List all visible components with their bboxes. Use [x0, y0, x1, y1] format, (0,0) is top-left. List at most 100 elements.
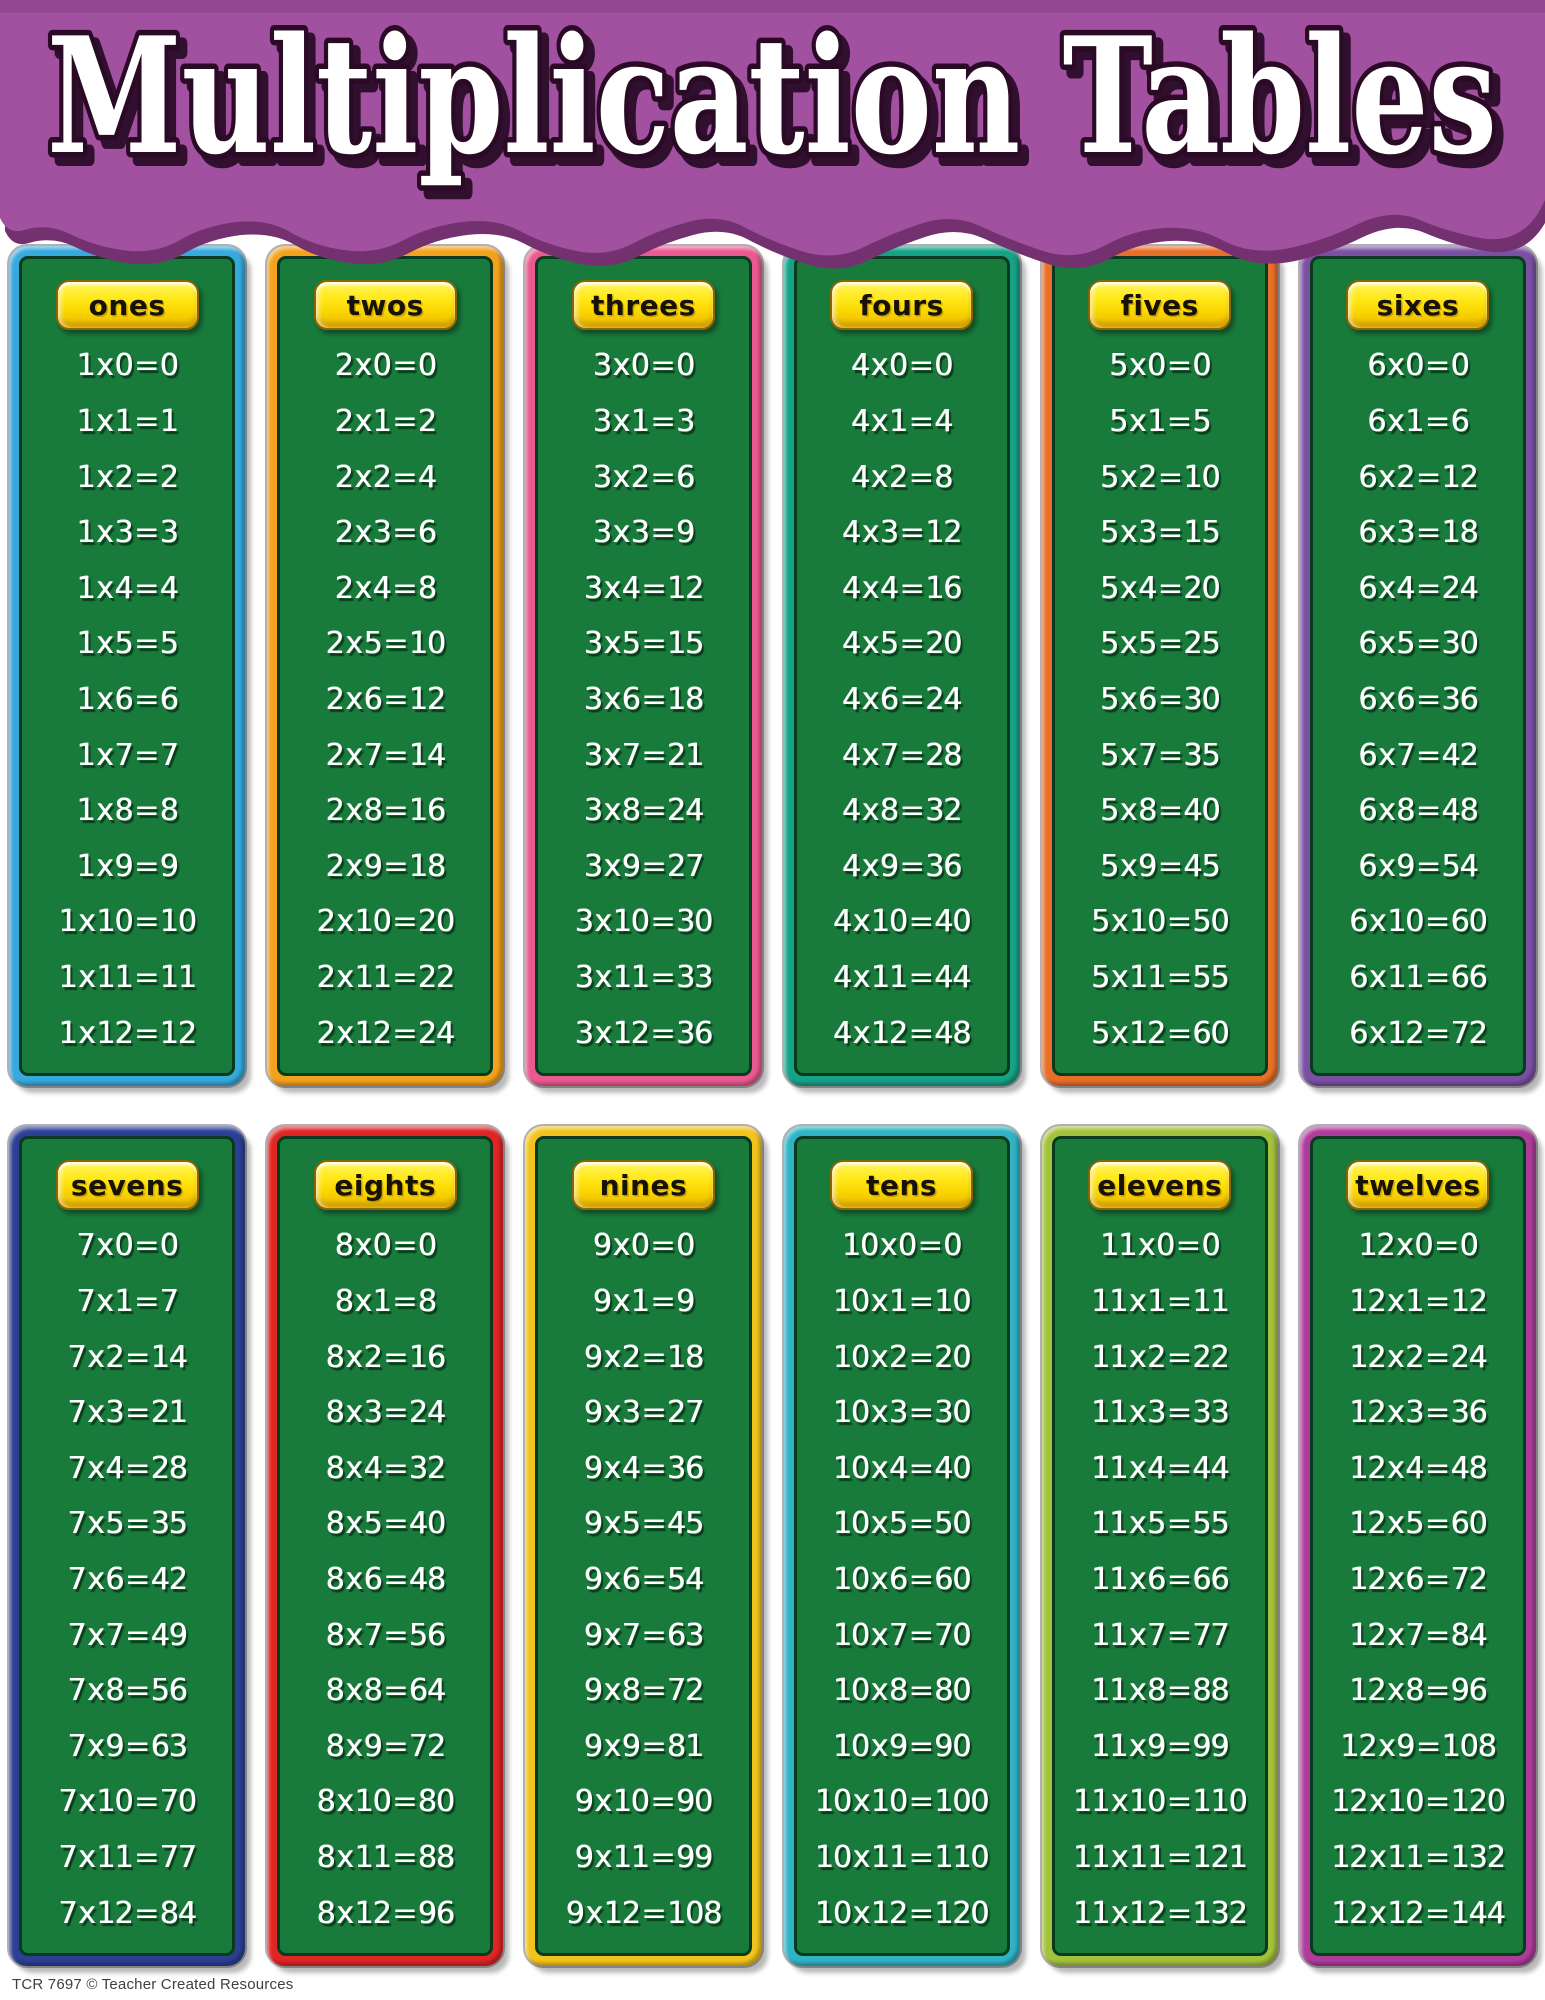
- equation: 8 x 8 = 64: [325, 1673, 446, 1709]
- equation: 3 x 8 = 24: [583, 793, 704, 829]
- equation: 11 x 5 = 55: [1091, 1506, 1229, 1542]
- equation: 5 x 3 = 15: [1100, 515, 1220, 551]
- equation: 4 x 4 = 16: [841, 570, 962, 606]
- equation: 6 x 1 = 6: [1367, 403, 1469, 439]
- equation: 3 x 0 = 0: [592, 348, 695, 384]
- equation: 9 x 2 = 18: [583, 1339, 704, 1375]
- equation: 3 x 3 = 9: [592, 515, 695, 551]
- equation: 11 x 6 = 66: [1091, 1561, 1229, 1597]
- equation-list: 2 x 0 = 0 2 x 1 = 2 2 x 2 = 4 2 x 3 = 6 2 x …: [280, 330, 490, 1073]
- equation: 11 x 1 = 11: [1091, 1283, 1229, 1319]
- equation-list: 10 x 0 = 0 10 x 1 = 10 10 x 2 = 20 10 x 3 =…: [797, 1210, 1007, 1953]
- equation: 7 x 12 = 84: [58, 1895, 196, 1931]
- equation: 12 x 9 = 108: [1340, 1728, 1497, 1764]
- table-label: fours: [859, 288, 944, 322]
- equation: 3 x 2 = 6: [592, 459, 695, 495]
- equation: 1 x 10 = 10: [58, 904, 196, 940]
- equation: 9 x 7 = 63: [583, 1617, 704, 1653]
- equation: 12 x 5 = 60: [1349, 1506, 1487, 1542]
- equation: 3 x 4 = 12: [583, 570, 704, 606]
- chalkboard: fives 5 x 0 = 0 5 x 1 = 5 5 x 2 = 10 5 x 3 …: [1051, 256, 1268, 1076]
- page-title-shadow: Multiplication Tables: [54, 10, 1504, 198]
- equation: 10 x 7 = 70: [832, 1617, 971, 1653]
- equation: 6 x 2 = 12: [1358, 459, 1478, 495]
- equation: 9 x 11 = 99: [574, 1840, 713, 1875]
- equation: 9 x 10 = 90: [574, 1784, 713, 1820]
- equation: 8 x 9 = 72: [325, 1728, 446, 1764]
- chalkboard: elevens 11 x 0 = 0 11 x 1 = 11 11 x 2 = 22…: [1051, 1136, 1268, 1956]
- equation: 10 x 12 = 120: [814, 1895, 990, 1931]
- chalkboard: sixes 6 x 0 = 0 6 x 1 = 6 6 x 2 = 12 6 x 3 …: [1309, 256, 1526, 1076]
- equation: 9 x 5 = 45: [583, 1506, 704, 1542]
- equation: 10 x 1 = 10: [832, 1283, 971, 1319]
- equation: 11 x 12 = 132: [1072, 1895, 1248, 1931]
- equation: 11 x 3 = 33: [1091, 1395, 1229, 1431]
- equation: 7 x 5 = 35: [67, 1506, 187, 1542]
- equation: 8 x 2 = 16: [325, 1339, 446, 1375]
- table-label-pill: ones: [55, 280, 199, 330]
- chalkboard: ones 1 x 0 = 0 1 x 1 = 1 1 x 2 = 2 1 x 3 = …: [19, 256, 236, 1076]
- page-title: Multiplication Tables: [47, 2, 1497, 190]
- equation: 8 x 1 = 8: [334, 1283, 437, 1319]
- table-card: eights 8 x 0 = 0 8 x 1 = 8 8 x 2 = 16 8 x 3…: [267, 1126, 504, 1966]
- equation: 6 x 3 = 18: [1358, 515, 1478, 551]
- equation: 3 x 12 = 36: [574, 1015, 713, 1051]
- equation: 2 x 2 = 4: [334, 459, 437, 495]
- equation-list: 8 x 0 = 0 8 x 1 = 8 8 x 2 = 16 8 x 3 = 24 8 …: [280, 1210, 490, 1953]
- equation: 3 x 9 = 27: [583, 848, 704, 884]
- table-label-pill: fours: [830, 280, 974, 330]
- chalkboard: sevens 7 x 0 = 0 7 x 1 = 7 7 x 2 = 14 7 x 3…: [19, 1136, 236, 1956]
- chalkboard: twelves 12 x 0 = 0 12 x 1 = 12 12 x 2 = 24…: [1309, 1136, 1526, 1956]
- table-card: fives 5 x 0 = 0 5 x 1 = 5 5 x 2 = 10 5 x 3 …: [1041, 246, 1278, 1086]
- equation: 1 x 2 = 2: [76, 459, 178, 495]
- equation: 1 x 1 = 1: [76, 403, 178, 439]
- equation: 10 x 11 = 110: [814, 1840, 990, 1875]
- equation: 10 x 5 = 50: [832, 1506, 971, 1542]
- table-label-pill: threes: [571, 280, 715, 330]
- equation: 12 x 11 = 132: [1331, 1840, 1506, 1875]
- equation: 8 x 6 = 48: [325, 1561, 446, 1597]
- equation: 8 x 5 = 40: [325, 1506, 446, 1542]
- equation: 2 x 8 = 16: [325, 793, 446, 829]
- chalkboard: tens 10 x 0 = 0 10 x 1 = 10 10 x 2 = 20 10 …: [793, 1136, 1010, 1956]
- equation: 7 x 7 = 49: [67, 1617, 187, 1653]
- equation-list: 11 x 0 = 0 11 x 1 = 11 11 x 2 = 22 11 x 3 =…: [1055, 1210, 1265, 1953]
- equation: 12 x 12 = 144: [1331, 1895, 1506, 1931]
- equation: 9 x 4 = 36: [583, 1450, 704, 1486]
- table-card: sevens 7 x 0 = 0 7 x 1 = 7 7 x 2 = 14 7 x 3…: [9, 1126, 246, 1966]
- footer-credit: TCR 7697 © Teacher Created Resources: [12, 1976, 294, 1993]
- table-card: twos 2 x 0 = 0 2 x 1 = 2 2 x 2 = 4 2 x 3 = …: [267, 246, 504, 1086]
- equation: 6 x 5 = 30: [1358, 626, 1478, 662]
- table-label: sevens: [70, 1168, 184, 1202]
- equation: 6 x 12 = 72: [1349, 1015, 1487, 1051]
- equation: 10 x 4 = 40: [832, 1450, 971, 1486]
- chalkboard: fours 4 x 0 = 0 4 x 1 = 4 4 x 2 = 8 4 x 3 =…: [793, 256, 1010, 1076]
- equation: 3 x 11 = 33: [574, 960, 713, 995]
- table-label: tens: [866, 1168, 938, 1202]
- equation: 6 x 6 = 36: [1358, 681, 1478, 717]
- equation: 1 x 9 = 9: [76, 848, 178, 884]
- equation: 8 x 11 = 88: [316, 1840, 455, 1875]
- table-label-pill: eights: [313, 1160, 457, 1210]
- equation: 2 x 3 = 6: [334, 515, 437, 551]
- equation: 5 x 7 = 35: [1100, 737, 1220, 773]
- table-label-pill: nines: [571, 1160, 715, 1210]
- equation: 11 x 11 = 121: [1072, 1840, 1248, 1875]
- equation: 3 x 7 = 21: [583, 737, 704, 773]
- equation: 12 x 2 = 24: [1349, 1339, 1487, 1375]
- equation: 11 x 10 = 110: [1072, 1784, 1248, 1820]
- equation: 2 x 10 = 20: [316, 904, 455, 940]
- table-label: fives: [1120, 288, 1199, 322]
- equation: 6 x 7 = 42: [1358, 737, 1478, 773]
- equation: 5 x 0 = 0: [1109, 348, 1211, 384]
- table-card: elevens 11 x 0 = 0 11 x 1 = 11 11 x 2 = 22…: [1041, 1126, 1278, 1966]
- equation: 5 x 12 = 60: [1091, 1015, 1229, 1051]
- table-label-pill: sixes: [1346, 280, 1490, 330]
- equation: 3 x 5 = 15: [583, 626, 704, 662]
- equation: 9 x 6 = 54: [583, 1561, 704, 1597]
- equation: 12 x 0 = 0: [1358, 1228, 1478, 1264]
- equation: 7 x 8 = 56: [67, 1673, 187, 1709]
- equation: 10 x 10 = 100: [814, 1784, 990, 1820]
- equation-list: 12 x 0 = 0 12 x 1 = 12 12 x 2 = 24 12 x 3 =…: [1313, 1210, 1523, 1953]
- equation: 9 x 1 = 9: [592, 1283, 695, 1319]
